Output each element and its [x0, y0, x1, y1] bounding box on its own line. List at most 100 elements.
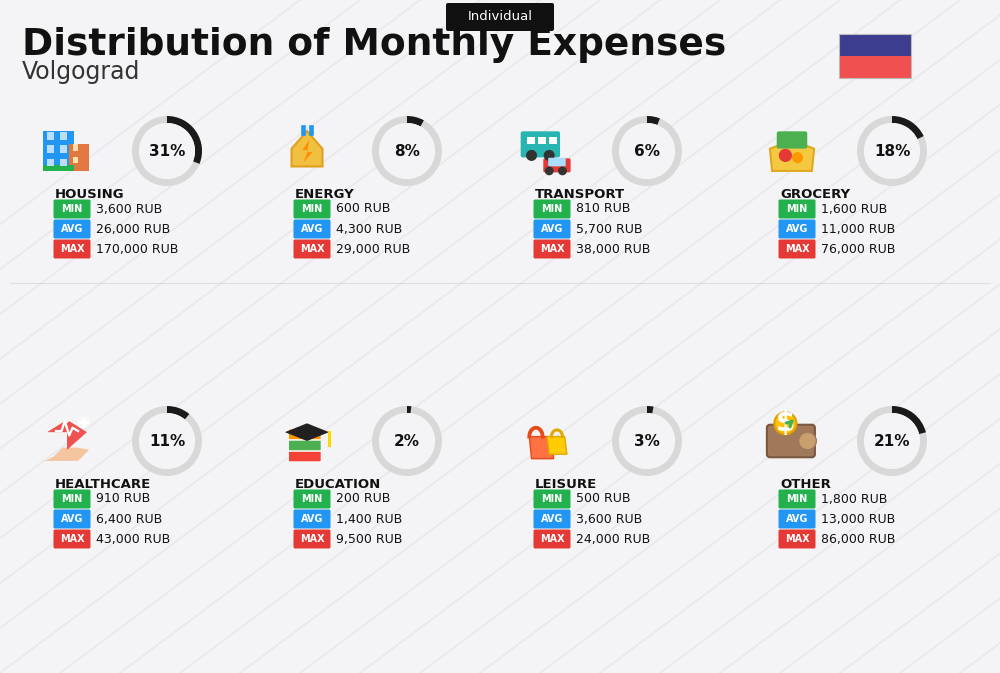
FancyBboxPatch shape [60, 132, 67, 140]
Polygon shape [292, 131, 322, 166]
FancyBboxPatch shape [778, 509, 816, 528]
Text: 170,000 RUB: 170,000 RUB [96, 242, 178, 256]
Text: HOUSING: HOUSING [55, 188, 125, 201]
Text: 1,800 RUB: 1,800 RUB [821, 493, 887, 505]
FancyBboxPatch shape [839, 56, 911, 78]
Text: 2%: 2% [394, 433, 420, 448]
Text: MIN: MIN [541, 494, 563, 504]
Text: 9,500 RUB: 9,500 RUB [336, 532, 402, 546]
Text: 18%: 18% [874, 143, 910, 159]
Circle shape [774, 413, 796, 434]
Text: AVG: AVG [541, 224, 563, 234]
Wedge shape [372, 116, 442, 186]
FancyBboxPatch shape [543, 158, 571, 172]
FancyBboxPatch shape [549, 137, 557, 145]
FancyBboxPatch shape [47, 145, 54, 153]
FancyBboxPatch shape [60, 145, 67, 153]
Text: 600 RUB: 600 RUB [336, 203, 390, 215]
FancyBboxPatch shape [839, 34, 911, 56]
Wedge shape [132, 116, 202, 186]
FancyBboxPatch shape [54, 199, 90, 219]
Wedge shape [647, 406, 654, 413]
Polygon shape [770, 140, 814, 171]
Text: HEALTHCARE: HEALTHCARE [55, 478, 151, 491]
Text: 21%: 21% [874, 433, 910, 448]
Wedge shape [132, 406, 202, 476]
Polygon shape [285, 423, 329, 441]
Wedge shape [372, 406, 442, 476]
Text: MAX: MAX [785, 534, 809, 544]
Wedge shape [892, 406, 926, 434]
Text: 1,600 RUB: 1,600 RUB [821, 203, 887, 215]
Text: 43,000 RUB: 43,000 RUB [96, 532, 170, 546]
Text: 200 RUB: 200 RUB [336, 493, 390, 505]
Text: MIN: MIN [61, 494, 83, 504]
FancyBboxPatch shape [43, 131, 74, 171]
FancyBboxPatch shape [294, 530, 330, 548]
Circle shape [619, 123, 675, 179]
Text: MIN: MIN [301, 494, 323, 504]
Text: 11,000 RUB: 11,000 RUB [821, 223, 895, 236]
Wedge shape [647, 116, 660, 125]
FancyBboxPatch shape [54, 509, 90, 528]
Polygon shape [45, 448, 89, 461]
Text: OTHER: OTHER [780, 478, 831, 491]
FancyBboxPatch shape [767, 425, 815, 457]
Circle shape [864, 413, 920, 469]
Circle shape [544, 150, 555, 161]
Text: MAX: MAX [540, 244, 564, 254]
Text: 5,700 RUB: 5,700 RUB [576, 223, 642, 236]
FancyBboxPatch shape [778, 489, 816, 509]
Circle shape [558, 166, 567, 175]
FancyBboxPatch shape [778, 240, 816, 258]
Text: 29,000 RUB: 29,000 RUB [336, 242, 410, 256]
Text: GROCERY: GROCERY [780, 188, 850, 201]
Wedge shape [167, 406, 189, 419]
FancyBboxPatch shape [288, 451, 321, 462]
FancyBboxPatch shape [778, 199, 816, 219]
Text: AVG: AVG [61, 514, 83, 524]
Text: AVG: AVG [786, 224, 808, 234]
Circle shape [139, 413, 195, 469]
Text: 1,400 RUB: 1,400 RUB [336, 513, 402, 526]
Text: MAX: MAX [540, 534, 564, 544]
Text: 3,600 RUB: 3,600 RUB [96, 203, 162, 215]
FancyBboxPatch shape [534, 199, 570, 219]
FancyBboxPatch shape [73, 157, 78, 163]
FancyBboxPatch shape [60, 159, 67, 166]
FancyBboxPatch shape [294, 240, 330, 258]
Wedge shape [407, 116, 424, 127]
Polygon shape [47, 421, 87, 450]
FancyBboxPatch shape [43, 166, 74, 171]
Text: AVG: AVG [61, 224, 83, 234]
FancyBboxPatch shape [54, 240, 90, 258]
Text: 31%: 31% [149, 143, 185, 159]
Text: ENERGY: ENERGY [295, 188, 355, 201]
Text: MIN: MIN [786, 204, 808, 214]
Text: MIN: MIN [541, 204, 563, 214]
FancyBboxPatch shape [298, 428, 316, 437]
Text: 86,000 RUB: 86,000 RUB [821, 532, 895, 546]
FancyBboxPatch shape [54, 489, 90, 509]
Text: MAX: MAX [785, 244, 809, 254]
FancyBboxPatch shape [534, 240, 570, 258]
Text: MAX: MAX [300, 244, 324, 254]
Text: 3,600 RUB: 3,600 RUB [576, 513, 642, 526]
Circle shape [779, 149, 792, 162]
Text: 4,300 RUB: 4,300 RUB [336, 223, 402, 236]
Text: EDUCATION: EDUCATION [295, 478, 381, 491]
Circle shape [379, 413, 435, 469]
Text: AVG: AVG [301, 514, 323, 524]
Circle shape [379, 123, 435, 179]
FancyBboxPatch shape [534, 530, 570, 548]
Wedge shape [407, 406, 411, 413]
Polygon shape [303, 140, 313, 162]
Text: 3%: 3% [634, 433, 660, 448]
FancyBboxPatch shape [294, 489, 330, 509]
Text: 500 RUB: 500 RUB [576, 493, 631, 505]
Circle shape [799, 432, 816, 450]
FancyBboxPatch shape [288, 429, 321, 439]
FancyBboxPatch shape [288, 440, 321, 451]
Circle shape [792, 152, 803, 163]
FancyBboxPatch shape [778, 530, 816, 548]
